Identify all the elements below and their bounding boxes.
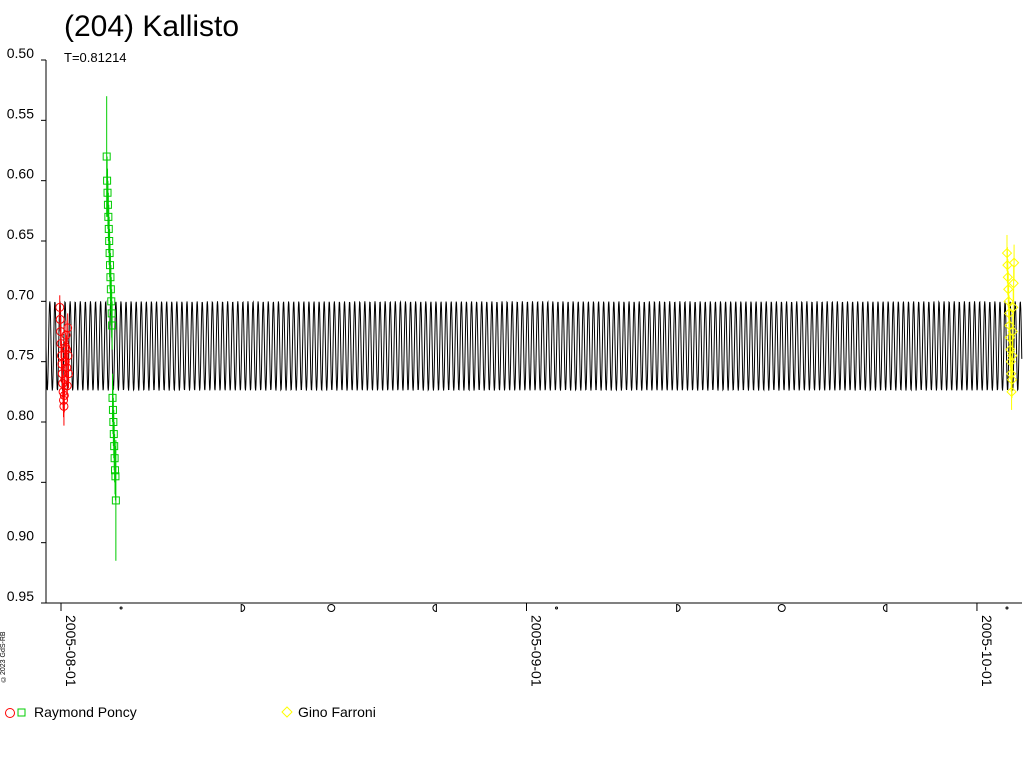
data-point [108,321,117,330]
data-point [1008,302,1019,313]
moon-full-icon [327,604,336,612]
chart-title: (204) Kallisto [64,10,240,43]
y-tick-label: 0.80 [7,407,34,423]
moon-full-icon [777,604,786,612]
y-tick-label: 0.50 [7,45,34,61]
data-point [64,369,74,379]
moon-last-quarter-icon [432,603,437,613]
x-tick-label: 2005-10-01 [979,615,995,687]
y-tick-label: 0.75 [7,347,34,363]
legend-diamond-icon [281,706,293,718]
x-tick-label: 2005-08-01 [63,615,79,687]
legend-markers-icon [5,708,26,718]
data-point [1008,257,1020,268]
moon-first-quarter-icon [240,603,246,613]
y-tick-label: 0.55 [7,105,34,121]
data-point [1006,374,1018,385]
y-tick-label: 0.85 [7,467,34,483]
legend-label: Gino Farroni [298,704,376,720]
y-tick-label: 0.95 [7,588,34,604]
legend-label: Raymond Poncy [34,704,137,720]
data-point [1007,350,1018,361]
moon-new-icon [555,606,559,610]
moon-last-quarter-icon [882,603,888,613]
x-tick-label: 2005-09-01 [528,615,544,687]
data-point [63,323,73,333]
y-tick-label: 0.70 [7,286,34,302]
moon-first-quarter-icon [676,603,681,613]
data-point [62,381,72,391]
legend-entry-raymond-poncy: Raymond Poncy [4,704,137,720]
y-tick-label: 0.60 [7,166,34,182]
data-point [111,496,120,505]
chart-subtitle: T=0.81214 [64,50,127,65]
legend-entry-gino-farroni: Gino Farroni [280,704,376,720]
moon-new-icon [119,606,123,610]
copyright-label: ©2023 GdS-RB [0,631,7,682]
y-tick-label: 0.90 [7,528,34,544]
model-curve-line [45,300,1023,392]
y-tick-label: 0.65 [7,226,34,242]
data-point [1007,326,1019,337]
data-point [1008,278,1019,289]
moon-new-icon [1005,606,1009,610]
